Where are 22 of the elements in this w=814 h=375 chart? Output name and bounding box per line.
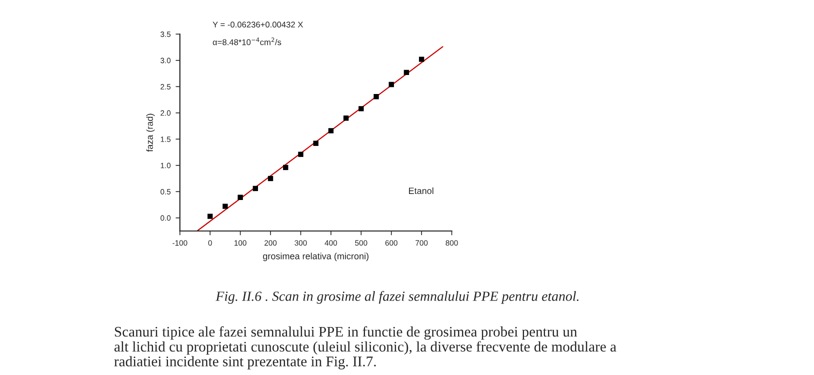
text: Fig. II.6 . Scan in grosime al fazei semnalului PPE pentru etanol. <box>216 291 578 304</box>
point <box>388 82 394 88</box>
point <box>343 116 349 121</box>
point <box>404 70 410 76</box>
point <box>283 164 288 170</box>
point <box>358 106 364 112</box>
annotation: α=8.48*10$^{−4}$cm$^{2}$/s <box>212 38 282 46</box>
point <box>222 204 228 209</box>
point <box>268 176 274 182</box>
point <box>252 186 258 192</box>
point <box>328 128 334 134</box>
annotation: Etanol <box>409 187 434 194</box>
point <box>313 140 318 146</box>
point <box>374 94 379 100</box>
x-axis-title: grosimea relativa (microni) <box>263 252 368 262</box>
text: Scanuri tipice ale fazei semnalului PPE in functie de grosimea probei pentru un alt lichid cu proprietati cunoscute (uleiul siliconic), la diverse frecvente de modulare a radiatiei incidente sint prezentate in Fig. II.7. <box>114 326 616 370</box>
y-axis-title: faza (rad) <box>146 114 155 152</box>
point <box>418 56 424 62</box>
point <box>208 214 213 219</box>
point <box>298 152 304 157</box>
text: Y = -0.06236+0.00432 X <box>212 22 304 28</box>
point <box>238 194 243 200</box>
